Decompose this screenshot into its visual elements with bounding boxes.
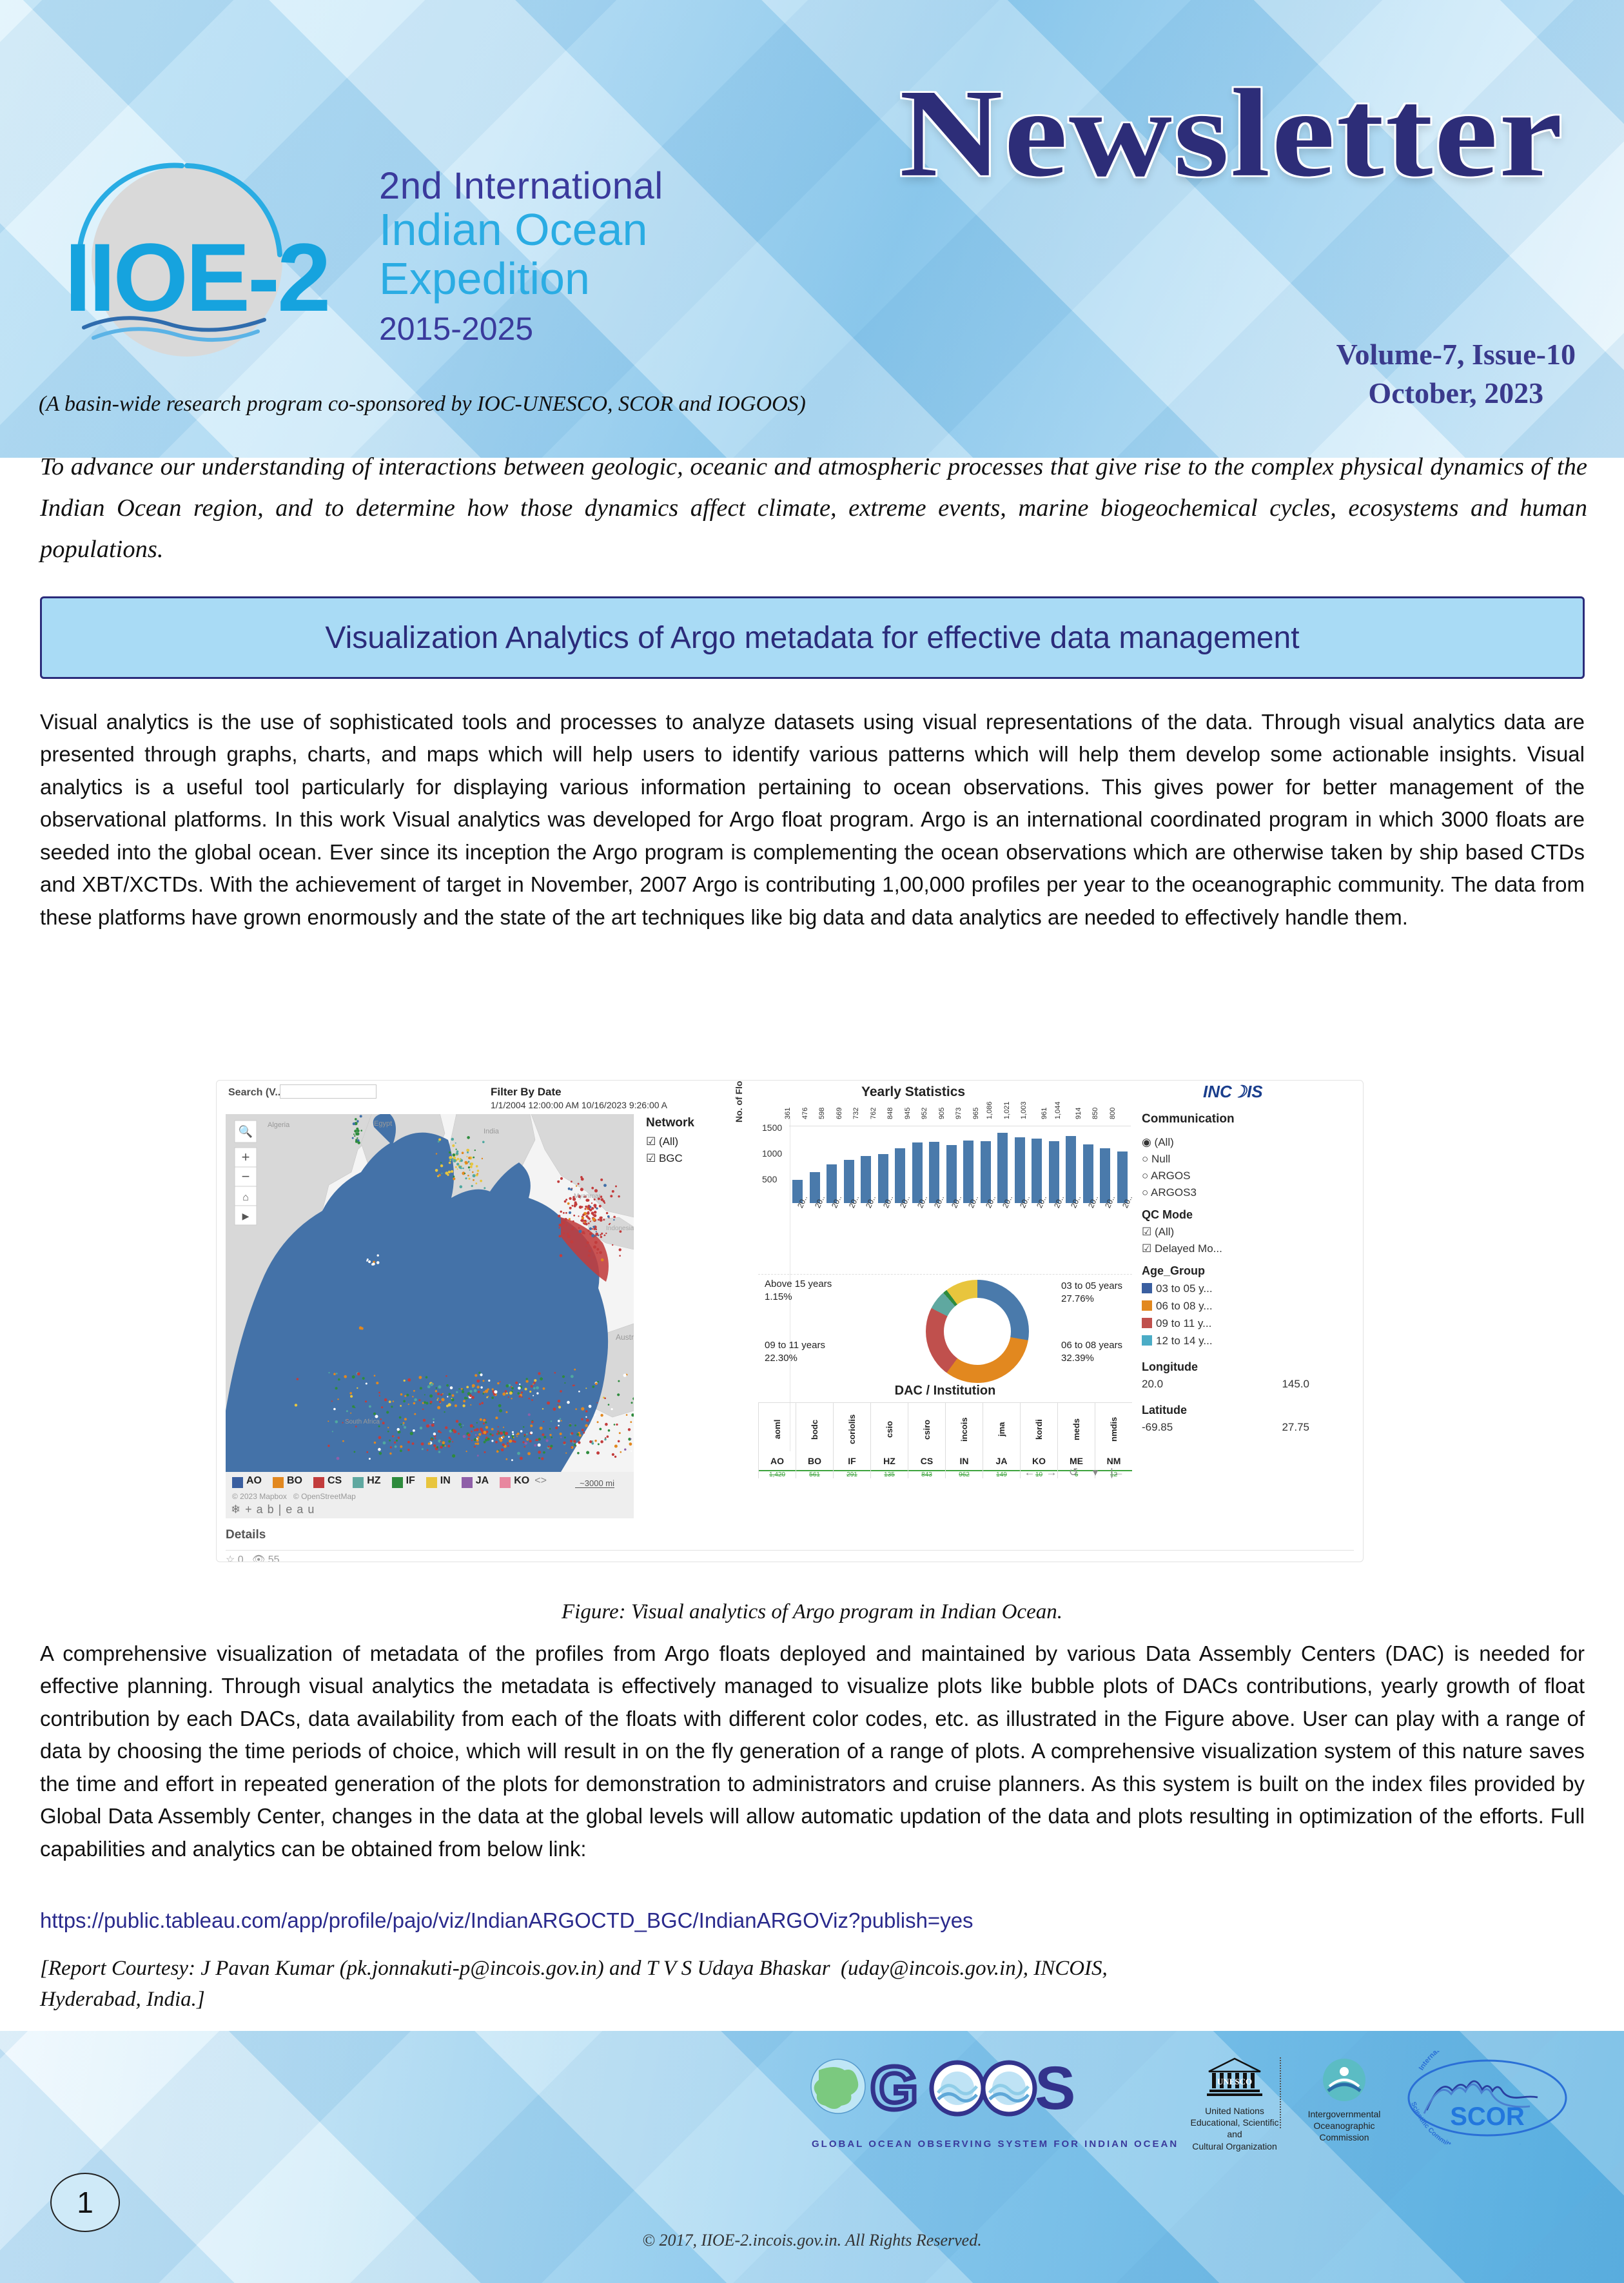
svg-text:⌂: ⌂: [242, 1192, 249, 1203]
svg-text:Myanmar: Myanmar: [574, 1193, 601, 1200]
svg-text:+: +: [242, 1149, 250, 1165]
svg-text:G: G: [870, 2057, 918, 2122]
svg-text:S: S: [1035, 2057, 1075, 2122]
svg-text:India: India: [484, 1128, 500, 1135]
svg-text:UNESCO: UNESCO: [1217, 2077, 1252, 2086]
svg-text:SCOR: SCOR: [1450, 2102, 1525, 2131]
svg-text:IIOE-2: IIOE-2: [64, 223, 328, 331]
svg-text:South Africa: South Africa: [345, 1418, 380, 1426]
svg-text:Indonesia: Indonesia: [606, 1225, 634, 1232]
svg-text:−: −: [242, 1168, 250, 1184]
svg-text:▶: ▶: [242, 1211, 249, 1221]
svg-text:Algeria: Algeria: [268, 1121, 290, 1129]
svg-text:Australia: Australia: [616, 1333, 634, 1342]
svg-text:🔍: 🔍: [239, 1124, 253, 1138]
svg-text:Egypt: Egypt: [374, 1120, 392, 1128]
